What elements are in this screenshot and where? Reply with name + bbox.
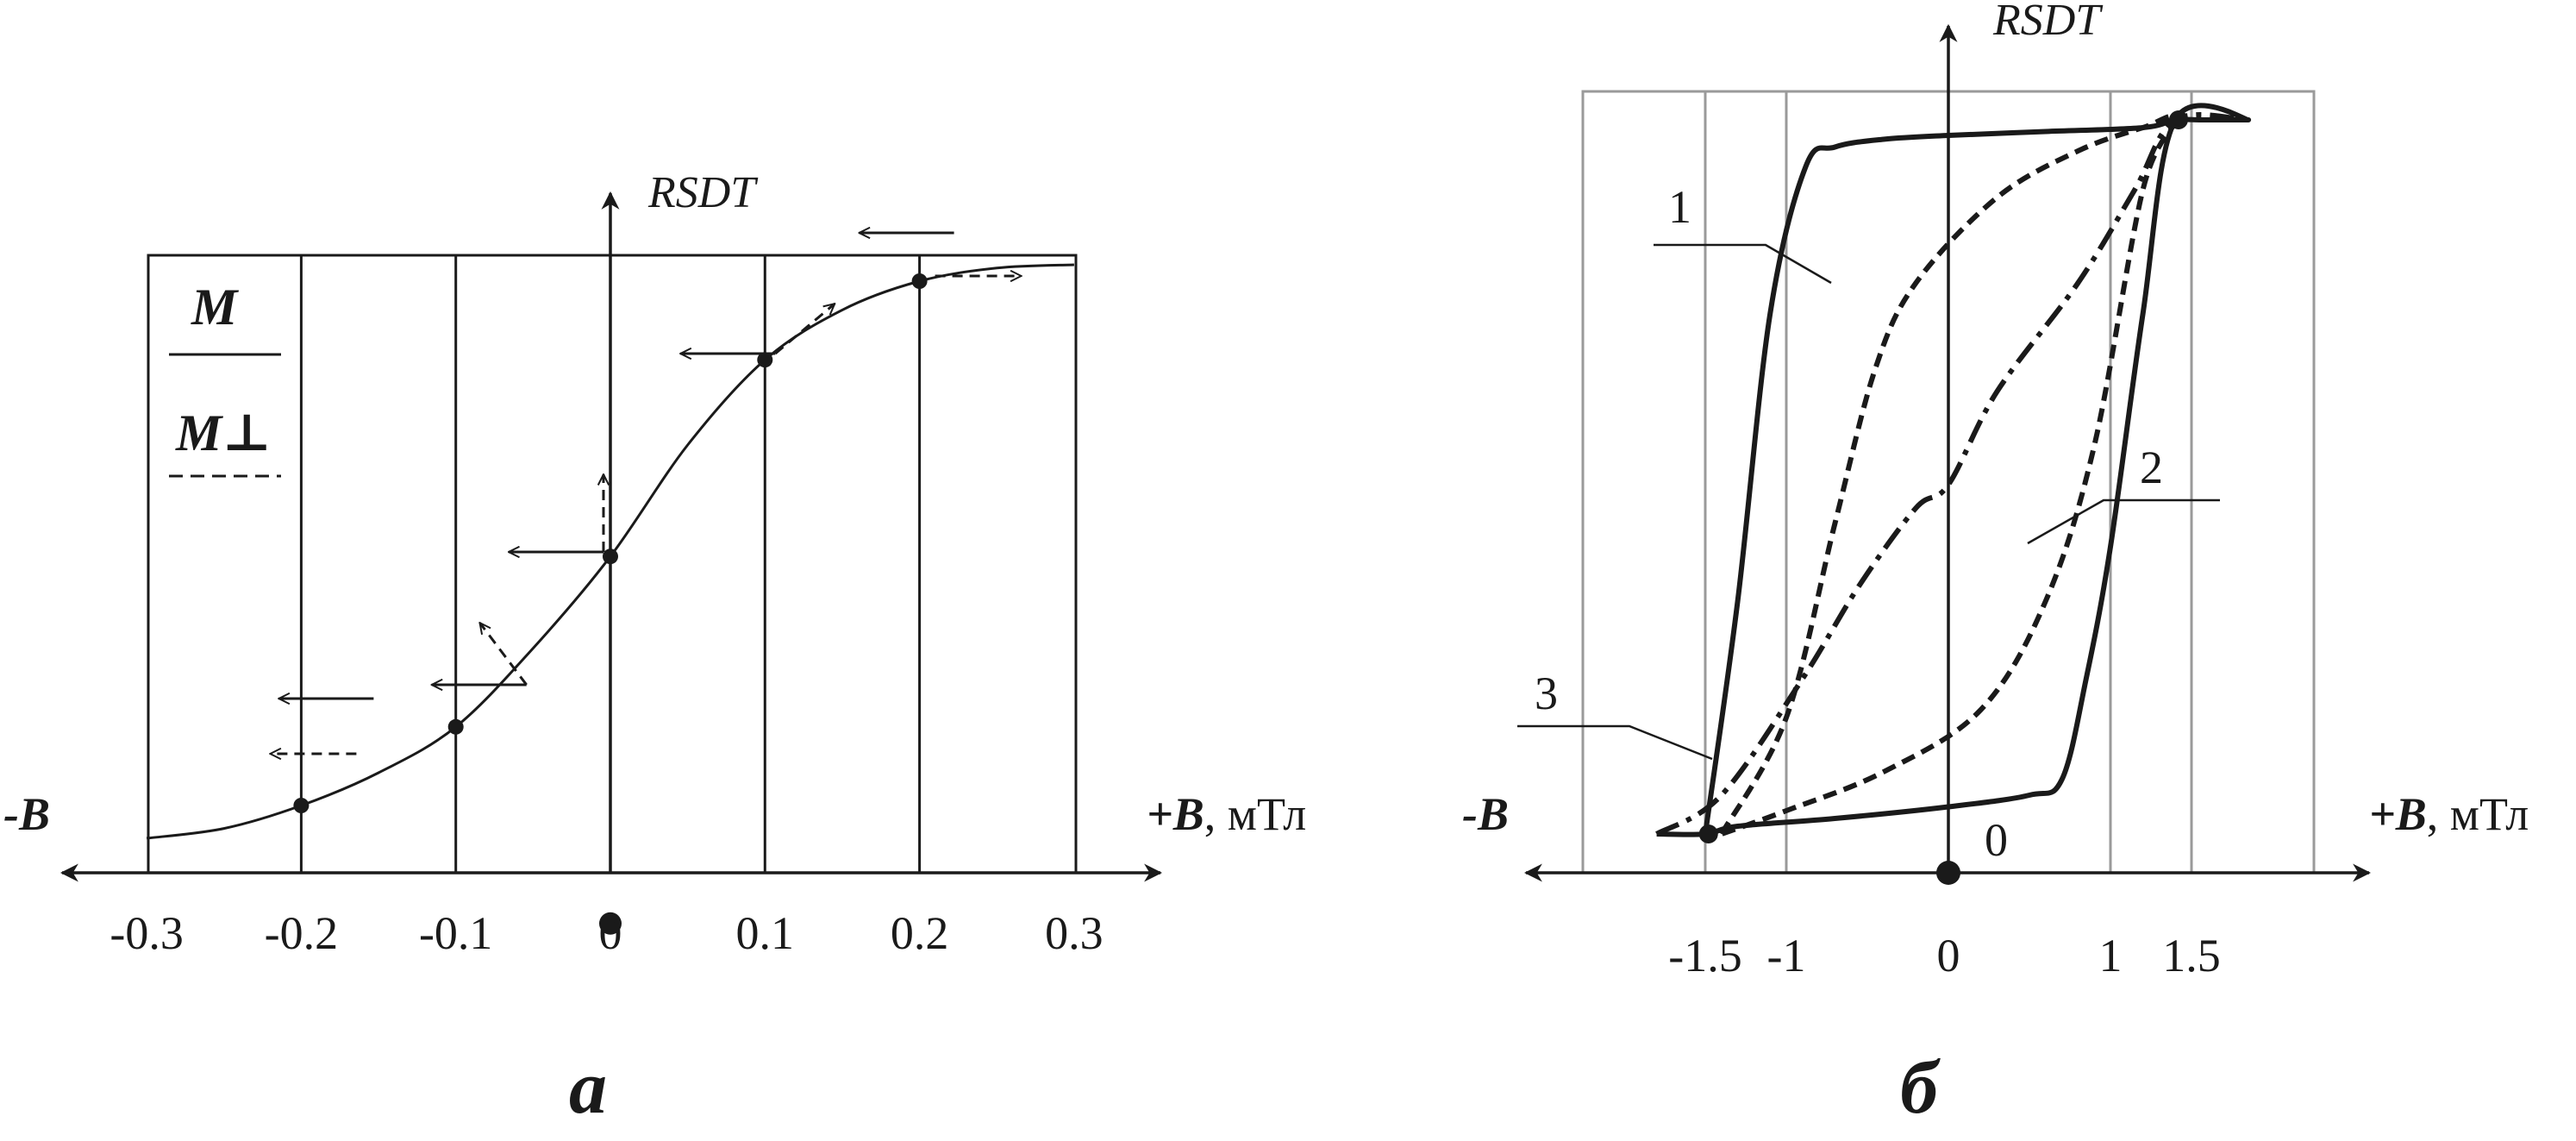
panel-b-marker-1: [2168, 110, 2188, 129]
panel-b-markers: [1698, 110, 2188, 885]
panel-a-x-pos-sign: +B: [1147, 788, 1204, 840]
panel-b-y-axis-label: RSDT: [1992, 0, 2103, 45]
panel-b-tick-0: -1.5: [1668, 930, 1741, 981]
panel-a-marker-2: [603, 549, 618, 565]
panel-a-tick-0: -0.3: [109, 907, 183, 959]
panel-b-hysteresis-chart: -1.5 -1 0 1 1.5 1 2 3 RSDT -B +B, мТл 0 б: [1462, 0, 2529, 1130]
panel-b-curve-layer: [1655, 103, 2251, 837]
panel-a-y-axis-label: RSDT: [647, 168, 758, 217]
panel-b-x-neg-label: -B: [1462, 788, 1509, 840]
panel-b-x-pos-sign: +B: [2369, 788, 2427, 840]
panel-a-tick-6: 0.3: [1045, 907, 1104, 959]
panel-a-tick-1: -0.2: [265, 907, 338, 959]
panel-b-origin-label: 0: [1985, 814, 2008, 866]
panel-a-marker-5: [599, 912, 622, 935]
legend-label-mperp: M⊥: [175, 404, 272, 461]
panel-a-axes: [59, 191, 1163, 882]
panel-a-x-neg-label: -B: [3, 788, 50, 840]
panel-a-marker-0: [293, 798, 309, 813]
panel-b-axes: [1523, 23, 2372, 882]
curve-label-2: 2: [2140, 442, 2163, 493]
panel-a-marker-1: [447, 718, 464, 735]
panel-b-x-pos-label: +B, мТл: [2369, 788, 2529, 840]
panel-a-marker-4: [911, 273, 928, 289]
panel-b-leader-2: [2027, 498, 2220, 545]
panel-a-tick-5: 0.2: [891, 907, 949, 959]
panel-b-curve-2: [1719, 113, 2179, 837]
panel-b-marker-0: [1698, 824, 1718, 843]
panel-a-tick-labels: -0.3 -0.2 -0.1 0 0.1 0.2 0.3: [109, 907, 1103, 959]
curve-label-3: 3: [1535, 668, 1558, 719]
panel-b-grid: [1704, 91, 2193, 873]
panel-b-tick-1: -1: [1767, 930, 1806, 981]
curve-label-1: 1: [1668, 181, 1691, 233]
panel-a-magnetization-arrows: [270, 233, 1021, 754]
panel-b-leader-3: [1517, 724, 1713, 761]
panel-b-curve-leaders: [1517, 243, 2220, 761]
panel-b-tick-2: 0: [1937, 930, 1960, 981]
panel-a-legend: M M⊥: [169, 279, 281, 478]
mperp-arrow-3: [774, 304, 835, 355]
panel-a-tick-4: 0.1: [736, 907, 795, 959]
panel-b-x-unit: , мТл: [2427, 788, 2529, 840]
panel-a-markers: [293, 273, 928, 935]
panel-a-tick-2: -0.1: [419, 907, 492, 959]
panel-b-tick-4: 1.5: [2162, 930, 2221, 981]
panel-a-marker-3: [757, 352, 773, 368]
panel-b-leader-1: [1654, 243, 1832, 285]
panel-b-tick-labels: -1.5 -1 0 1 1.5: [1668, 930, 2220, 981]
panel-a-x-pos-label: +B, мТл: [1147, 788, 1306, 840]
panel-b-letter: б: [1900, 1046, 1941, 1130]
legend-label-m: M: [191, 279, 240, 335]
panel-b-marker-2: [1936, 861, 1960, 885]
panel-a-tick-3: 0: [599, 907, 622, 959]
panel-b-tick-3: 1: [2099, 930, 2123, 981]
panel-a-magnetoresistance-chart: -0.3 -0.2 -0.1 0 0.1 0.2 0.3 M M⊥ RSDT -B +B, …: [3, 168, 1306, 1130]
panel-a-frame: [147, 254, 1078, 875]
panel-a-x-unit: , мТл: [1204, 788, 1306, 840]
panel-b-curve-3: [1655, 112, 2248, 837]
panel-a-letter: а: [569, 1046, 607, 1130]
mperp-arrow-1: [480, 623, 528, 686]
